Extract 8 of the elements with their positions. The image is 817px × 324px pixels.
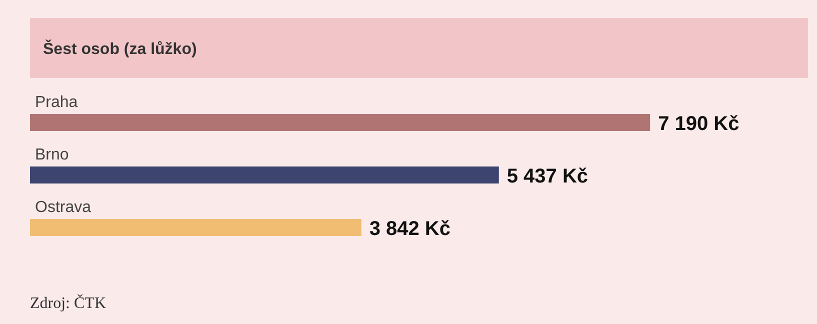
- data-label: 5 437 Kč: [506, 166, 588, 188]
- y-tick-label: Ostrava: [35, 199, 92, 216]
- text: Zdroj: ČTK: [30, 294, 106, 312]
- y-tick-label: Brno: [35, 146, 69, 164]
- data-label: 3 842 Kč: [369, 218, 451, 240]
- chart-title: Šest osob (za lůžko): [43, 39, 197, 58]
- y-tick-label: Praha: [35, 94, 78, 111]
- data-label: 7 190 Kč: [658, 113, 740, 135]
